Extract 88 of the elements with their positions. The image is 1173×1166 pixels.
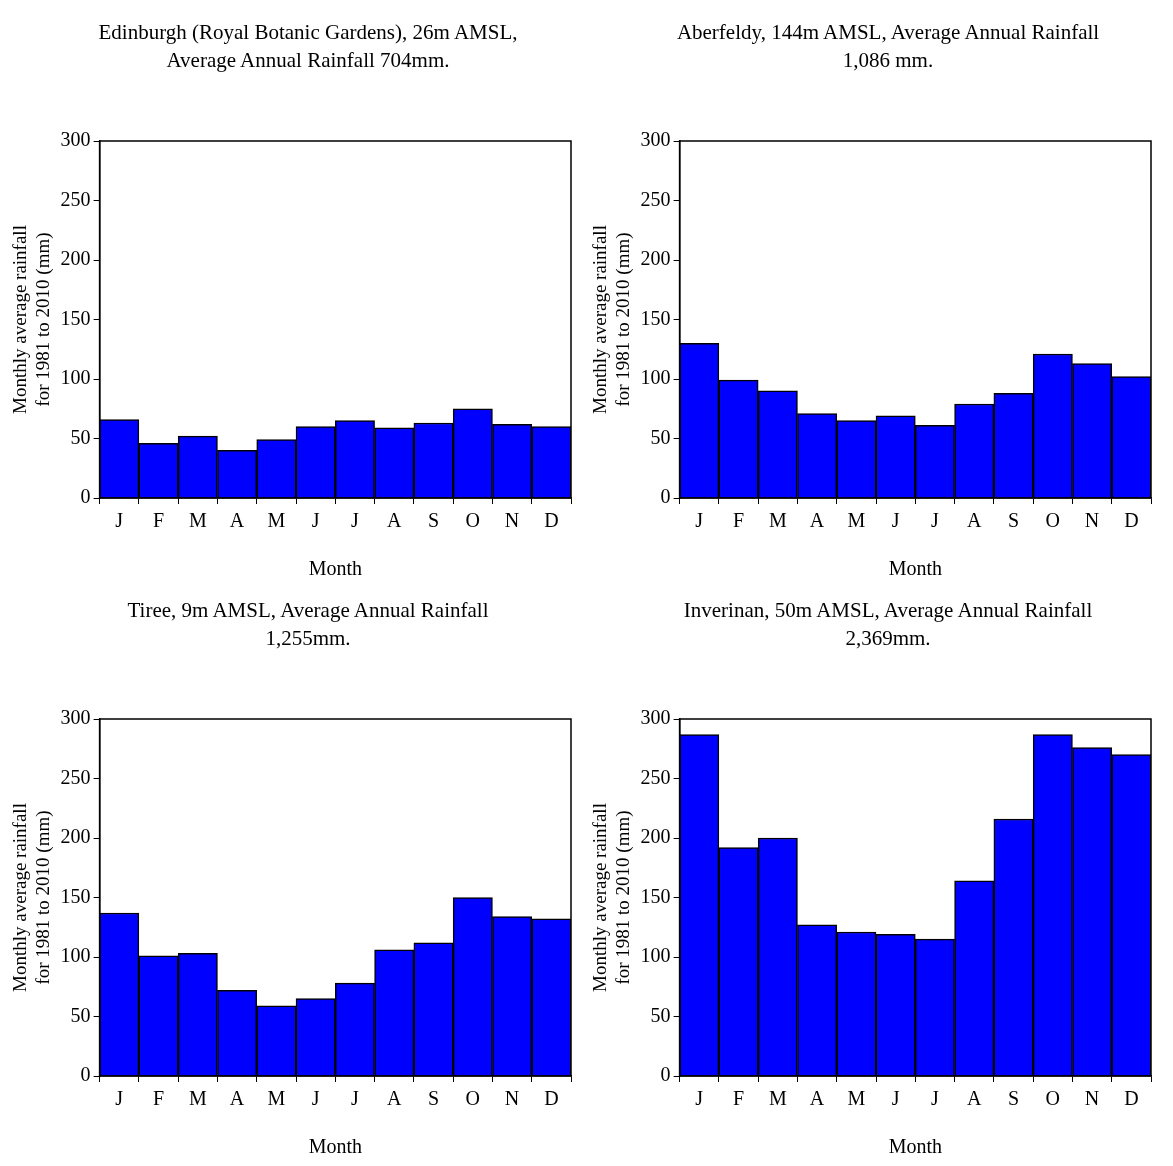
y-tick-label: 200 <box>640 247 671 270</box>
x-tick-label: N <box>1084 509 1100 532</box>
chart-title: Tiree, 9m AMSL, Average Annual Rainfall 1,255mm. <box>126 597 490 652</box>
y-tick-label: 0 <box>660 1063 671 1086</box>
y-tick-label: 0 <box>660 485 671 508</box>
x-tick-label: F <box>152 1087 165 1110</box>
x-tick-label: A <box>229 1087 245 1110</box>
x-tick-label: O <box>1045 509 1061 532</box>
x-tick-label: M <box>188 1087 207 1110</box>
x-tick-label: D <box>1124 1087 1139 1110</box>
x-tick-label: J <box>351 509 360 532</box>
y-tick-label: 100 <box>640 366 671 389</box>
x-tick-label: J <box>311 1087 320 1110</box>
y-tick-label: 0 <box>80 485 91 508</box>
y-tick-label: 100 <box>60 944 91 967</box>
y-tick-label: 300 <box>640 128 671 151</box>
x-tick-label: S <box>427 1087 440 1110</box>
x-tick-label: O <box>465 509 481 532</box>
y-axis-title: Monthly average rainfall for 1981 to 2010 (mm) <box>9 803 55 992</box>
y-tick-label: 200 <box>60 825 91 848</box>
x-tick-label: O <box>1045 1087 1061 1110</box>
x-tick-label: A <box>809 1087 825 1110</box>
x-axis-title: Month <box>888 557 942 580</box>
x-tick-label: J <box>695 509 704 532</box>
y-tick-label: 0 <box>80 1063 91 1086</box>
x-tick-label: J <box>115 509 124 532</box>
x-tick-label: M <box>847 509 866 532</box>
y-tick-label: 300 <box>60 128 91 151</box>
y-tick-label: 250 <box>640 187 671 210</box>
x-tick-label: S <box>427 509 440 532</box>
x-tick-label: M <box>768 509 787 532</box>
y-tick-label: 50 <box>650 425 671 448</box>
x-axis-title: Month <box>308 557 362 580</box>
y-tick-label: 50 <box>70 425 91 448</box>
y-tick-label: 150 <box>60 884 91 907</box>
y-tick-label: 50 <box>70 1003 91 1026</box>
x-tick-label: D <box>1124 509 1139 532</box>
x-tick-label: D <box>544 1087 559 1110</box>
x-tick-label: A <box>967 509 982 532</box>
x-tick-label: S <box>1007 1087 1020 1110</box>
chart-title: Inverinan, 50m AMSL, Average Annual Rainfall 2,369mm. <box>682 597 1094 652</box>
x-tick-label: M <box>267 509 286 532</box>
x-tick-label: A <box>229 509 245 532</box>
x-tick-label: M <box>188 509 207 532</box>
x-axis-title: Month <box>308 1135 362 1158</box>
y-tick-label: 200 <box>60 247 91 270</box>
x-tick-label: A <box>809 509 825 532</box>
y-tick-label: 150 <box>60 306 91 329</box>
y-tick-label: 300 <box>60 706 91 729</box>
y-tick-label: 200 <box>640 825 671 848</box>
y-tick-label: 250 <box>60 765 91 788</box>
x-tick-label: O <box>465 1087 481 1110</box>
x-tick-label: N <box>1084 1087 1100 1110</box>
y-axis-title: Monthly average rainfall for 1981 to 2010 (mm) <box>9 225 55 414</box>
x-tick-label: M <box>847 1087 866 1110</box>
x-tick-label: N <box>504 509 520 532</box>
x-tick-label: S <box>1007 509 1020 532</box>
x-tick-label: M <box>267 1087 286 1110</box>
x-tick-label: J <box>931 1087 940 1110</box>
x-tick-label: J <box>115 1087 124 1110</box>
x-axis-title: Month <box>888 1135 942 1158</box>
x-tick-label: J <box>311 509 320 532</box>
y-tick-label: 250 <box>60 187 91 210</box>
y-axis-title: Monthly average rainfall for 1981 to 2010 (mm) <box>589 225 635 414</box>
x-tick-label: J <box>351 1087 360 1110</box>
x-tick-label: A <box>387 509 402 532</box>
x-tick-label: F <box>732 509 745 532</box>
y-tick-label: 300 <box>640 706 671 729</box>
x-tick-label: J <box>695 1087 704 1110</box>
y-tick-label: 100 <box>640 944 671 967</box>
y-tick-label: 250 <box>640 765 671 788</box>
x-tick-label: A <box>967 1087 982 1110</box>
chart-title: Aberfeldy, 144m AMSL, Average Annual Rainfall 1,086 mm. <box>675 19 1101 74</box>
x-tick-label: A <box>387 1087 402 1110</box>
x-tick-label: D <box>544 509 559 532</box>
y-tick-label: 100 <box>60 366 91 389</box>
y-tick-label: 50 <box>650 1003 671 1026</box>
y-axis-title: Monthly average rainfall for 1981 to 2010 (mm) <box>589 803 635 992</box>
x-tick-label: N <box>504 1087 520 1110</box>
x-tick-label: J <box>931 509 940 532</box>
x-tick-label: M <box>768 1087 787 1110</box>
x-tick-label: F <box>152 509 165 532</box>
x-tick-label: J <box>891 1087 900 1110</box>
y-tick-label: 150 <box>640 884 671 907</box>
x-tick-label: F <box>732 1087 745 1110</box>
x-tick-label: J <box>891 509 900 532</box>
y-tick-label: 150 <box>640 306 671 329</box>
chart-title: Edinburgh (Royal Botanic Gardens), 26m AMSL, Average Annual Rainfall 704mm. <box>97 19 519 74</box>
